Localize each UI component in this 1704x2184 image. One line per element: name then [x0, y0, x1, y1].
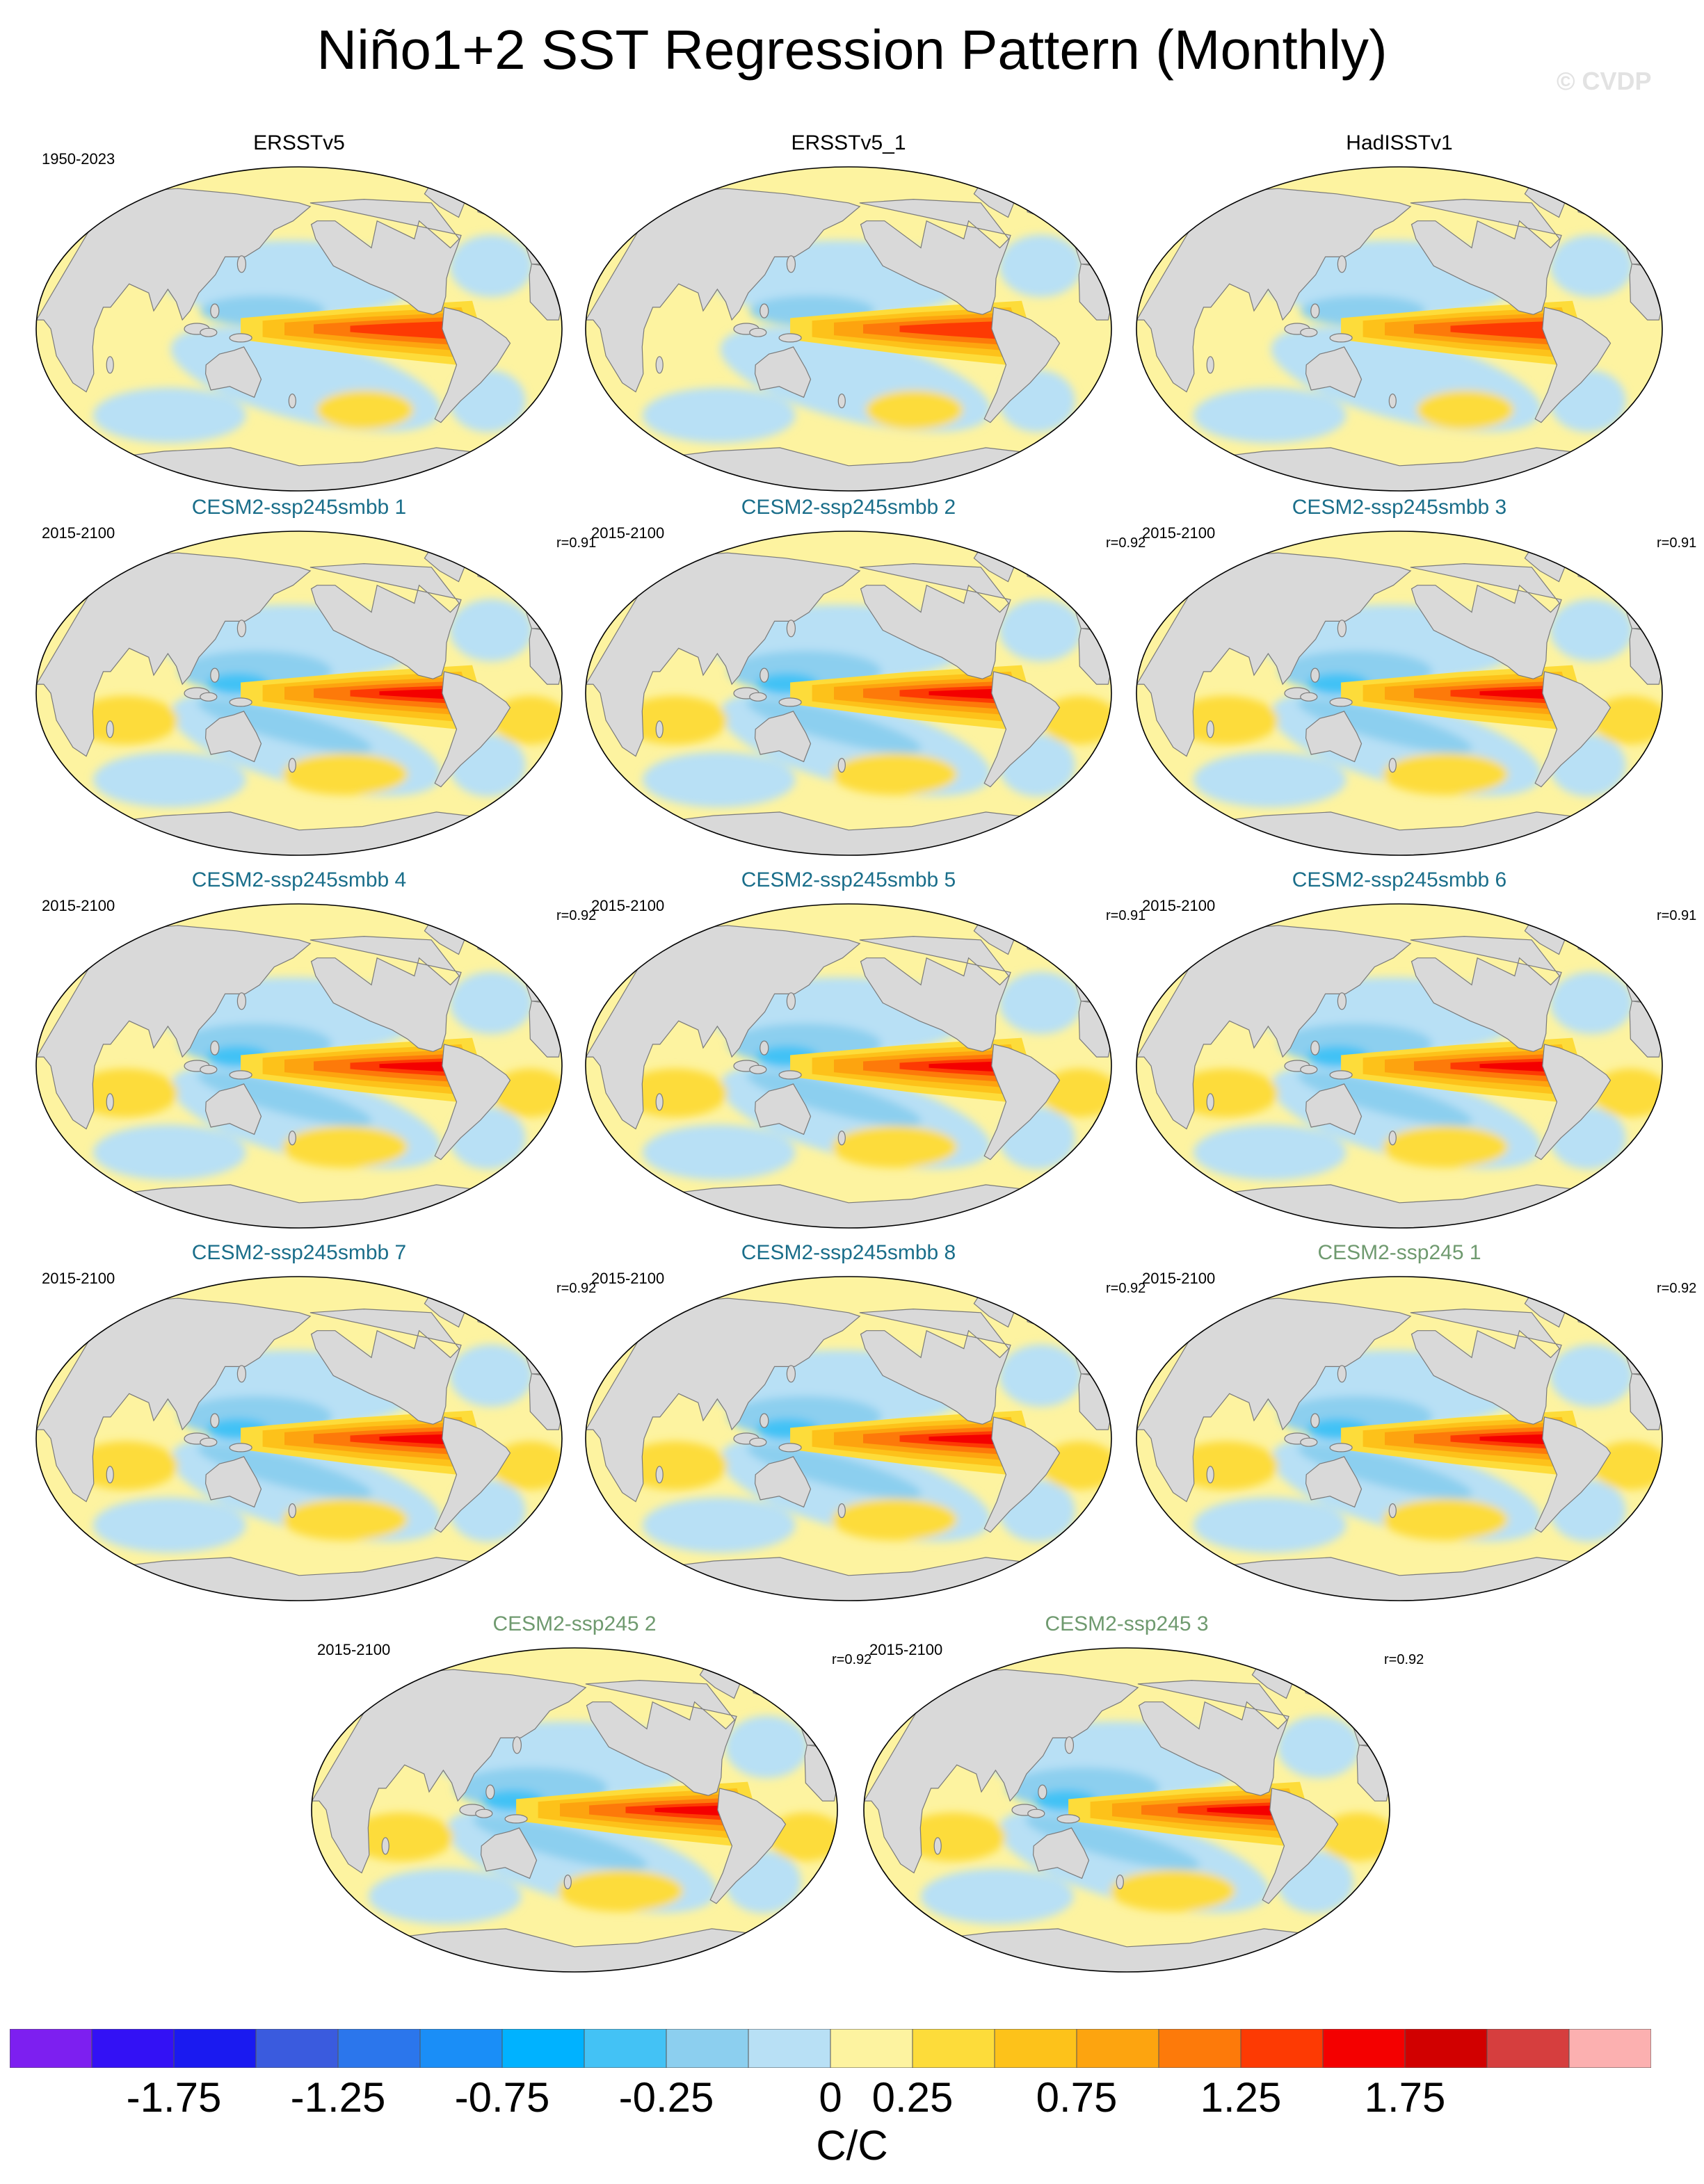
colorbar-swatch [1404, 2029, 1488, 2068]
colorbar-tick-label: -1.25 [290, 2074, 386, 2121]
colorbar-tick-label: 0.75 [1036, 2074, 1118, 2121]
robinson-map [585, 903, 1112, 1229]
robinson-map [35, 166, 563, 492]
map-panel: CESM2-ssp245smbb 1 2015-2100 r=0.91 [28, 495, 596, 864]
map-panel: ERSSTv5 1950-2023 [28, 131, 570, 499]
panel-title: CESM2-ssp245 3 [1045, 1612, 1209, 1635]
map-panel: CESM2-ssp245smbb 2 2015-2100 r=0.92 [577, 495, 1146, 864]
colorbar-swatch [584, 2029, 667, 2068]
robinson-map [585, 166, 1112, 492]
map-panel: CESM2-ssp245smbb 8 2015-2100 r=0.92 [577, 1240, 1146, 1609]
colorbar-swatch [255, 2029, 339, 2068]
colorbar-swatch [1486, 2029, 1570, 2068]
colorbar-swatch [830, 2029, 913, 2068]
map-panel: CESM2-ssp245 2 2015-2100 r=0.92 [303, 1612, 871, 1980]
panel-period: 2015-2100 [591, 897, 665, 914]
colorbar-swatch [912, 2029, 995, 2068]
colorbar-swatch [91, 2029, 175, 2068]
colorbar-swatch [994, 2029, 1077, 2068]
panel-title: CESM2-ssp245 1 [1317, 1241, 1481, 1264]
panel-correlation: r=0.91 [1657, 535, 1697, 551]
panel-title: CESM2-ssp245smbb 1 [191, 496, 407, 519]
colorbar-units: C/C [816, 2122, 888, 2169]
panel-correlation: r=0.91 [1657, 908, 1697, 923]
colorbar-tick-label: -0.75 [454, 2074, 550, 2121]
colorbar-swatch [10, 2029, 93, 2068]
panel-correlation: r=0.92 [832, 1652, 872, 1667]
map-panel: CESM2-ssp245smbb 6 2015-2100 r=0.91 [1128, 868, 1696, 1236]
figure-title: Niño1+2 SST Regression Pattern (Monthly) [316, 19, 1388, 81]
panel-correlation: r=0.92 [556, 1281, 597, 1296]
panel-correlation: r=0.92 [556, 908, 597, 923]
panel-period: 2015-2100 [42, 524, 115, 542]
panel-period: 2015-2100 [1142, 1270, 1216, 1287]
panel-period: 2015-2100 [1142, 524, 1216, 542]
robinson-map [35, 1276, 563, 1601]
panel-title: CESM2-ssp245smbb 5 [741, 868, 956, 891]
colorbar-swatch [666, 2029, 749, 2068]
panel-title: CESM2-ssp245smbb 2 [741, 496, 956, 519]
panel-correlation: r=0.91 [1106, 908, 1146, 923]
colorbar-tick-label: -1.75 [126, 2074, 222, 2121]
panel-period: 2015-2100 [317, 1641, 391, 1658]
panel-title: CESM2-ssp245smbb 3 [1292, 496, 1507, 519]
colorbar-tick-label: 0 [819, 2074, 842, 2121]
colorbar-swatch [748, 2029, 831, 2068]
panel-title: CESM2-ssp245smbb 8 [741, 1241, 956, 1264]
panel-correlation: r=0.92 [1106, 535, 1146, 551]
panel-title: CESM2-ssp245smbb 7 [191, 1241, 407, 1264]
colorbar-swatch [419, 2029, 503, 2068]
robinson-map [35, 903, 563, 1229]
robinson-map [1136, 531, 1663, 856]
map-panel: CESM2-ssp245smbb 5 2015-2100 r=0.91 [577, 868, 1146, 1236]
colorbar-tick-label: 1.25 [1200, 2074, 1282, 2121]
panel-title: ERSSTv5_1 [791, 131, 906, 154]
cvdp-watermark: © CVDP [1557, 67, 1652, 95]
colorbar-swatch [337, 2029, 421, 2068]
map-panel: HadISSTv1 [1128, 131, 1671, 499]
robinson-map [863, 1647, 1390, 1973]
map-panel: CESM2-ssp245smbb 7 2015-2100 r=0.92 [28, 1240, 596, 1609]
panel-period: 2015-2100 [42, 1270, 115, 1287]
panel-period: 2015-2100 [591, 524, 665, 542]
colorbar-swatch [1076, 2029, 1159, 2068]
panel-title: HadISSTv1 [1346, 131, 1453, 154]
panel-period: 2015-2100 [1142, 897, 1216, 914]
panel-title: CESM2-ssp245smbb 4 [191, 868, 407, 891]
colorbar-swatch [501, 2029, 585, 2068]
map-panel: CESM2-ssp245smbb 4 2015-2100 r=0.92 [28, 868, 596, 1236]
robinson-map [1136, 903, 1663, 1229]
colorbar-tick-label: 0.25 [871, 2074, 954, 2121]
colorbar-tick-label: 1.75 [1364, 2074, 1446, 2121]
panel-period: 2015-2100 [42, 897, 115, 914]
panel-period: 2015-2100 [869, 1641, 943, 1658]
colorbar-swatch [1240, 2029, 1324, 2068]
robinson-map [311, 1647, 838, 1973]
map-panel: CESM2-ssp245 1 2015-2100 r=0.92 [1128, 1240, 1696, 1609]
robinson-map [1136, 1276, 1663, 1601]
colorbar-swatch [1568, 2029, 1651, 2068]
robinson-map [585, 1276, 1112, 1601]
robinson-map [585, 531, 1112, 856]
colorbar-tick-label: -0.25 [618, 2074, 714, 2121]
colorbar-swatch [1158, 2029, 1241, 2068]
map-panel: CESM2-ssp245smbb 3 2015-2100 r=0.91 [1128, 495, 1696, 864]
panel-correlation: r=0.92 [1106, 1281, 1146, 1296]
panel-period: 1950-2023 [42, 150, 115, 168]
panel-period: 2015-2100 [591, 1270, 665, 1287]
colorbar-swatch [1322, 2029, 1406, 2068]
robinson-map [1136, 166, 1663, 492]
colorbar-labels: -1.75 -1.25 -0.75 -0.25 0 0.25 0.75 1.25 1.75 [0, 2073, 1704, 2122]
panel-correlation: r=0.91 [556, 535, 597, 551]
panel-correlation: r=0.92 [1384, 1652, 1424, 1667]
robinson-map [35, 531, 563, 856]
panel-title: CESM2-ssp245 2 [492, 1612, 657, 1635]
map-panel: CESM2-ssp245 3 2015-2100 r=0.92 [855, 1612, 1424, 1980]
colorbar-swatch [173, 2029, 257, 2068]
panel-title: ERSSTv5 [253, 131, 345, 154]
panel-title: CESM2-ssp245smbb 6 [1292, 868, 1507, 891]
map-panel: ERSSTv5_1 [577, 131, 1120, 499]
colorbar [10, 2029, 1651, 2068]
panel-correlation: r=0.92 [1657, 1281, 1697, 1296]
